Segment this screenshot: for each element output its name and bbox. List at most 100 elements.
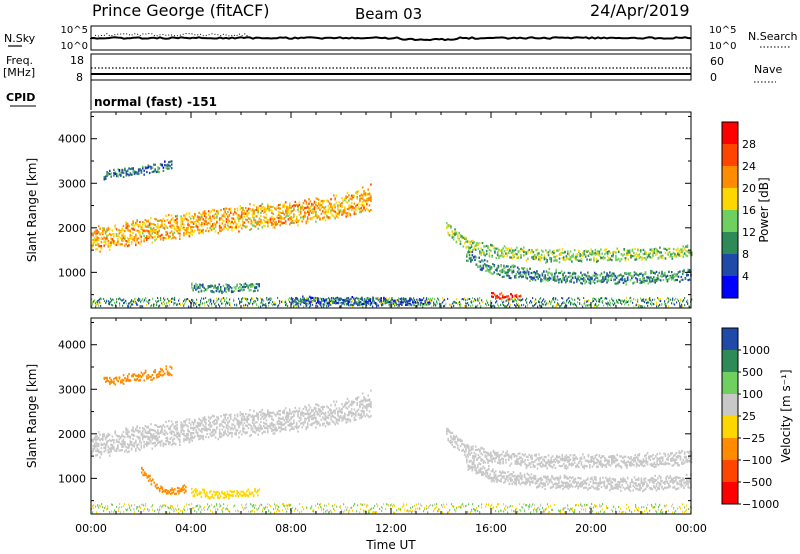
clutter-cell (470, 300, 472, 303)
clutter-cell (554, 301, 556, 304)
scatter-cell (505, 274, 508, 277)
clutter-cell (589, 304, 591, 307)
scatter-cell (139, 230, 141, 233)
scatter-cell (380, 297, 382, 300)
scatter-cell (271, 215, 273, 218)
scatter-cell (151, 434, 154, 437)
scatter-cell (177, 435, 180, 438)
scatter-cell (315, 302, 318, 305)
clutter-cell (106, 300, 108, 303)
scatter-cell (346, 303, 348, 306)
scatter-cell (610, 277, 612, 280)
scatter-cell (229, 413, 232, 416)
clutter-cell (326, 304, 328, 307)
scatter-cell (462, 236, 465, 239)
clutter-cell (291, 299, 293, 302)
scatter-cell (333, 298, 336, 301)
scatter-cell (243, 288, 245, 291)
scatter-cell (303, 297, 305, 300)
scatter-cell (519, 295, 522, 298)
scatter-cell (181, 426, 184, 429)
scatter-cell (170, 226, 173, 230)
scatter-cell (656, 251, 658, 255)
scatter-cell (447, 224, 449, 227)
scatter-cell (391, 298, 393, 301)
scatter-cell (187, 226, 189, 229)
scatter-cell (683, 270, 685, 273)
scatter-cell (580, 277, 582, 280)
scatter-cell (188, 421, 191, 424)
scatter-cell (113, 242, 115, 245)
scatter-cell (232, 222, 235, 225)
clutter-cell (586, 300, 588, 303)
scatter-cell (183, 228, 185, 231)
scatter-cell (228, 289, 230, 292)
scatter-cell (169, 221, 171, 224)
scatter-cell (154, 445, 156, 448)
scatter-cell (157, 431, 159, 434)
scatter-cell (155, 424, 158, 427)
scatter-cell (523, 270, 526, 273)
scatter-cell (656, 248, 658, 251)
scatter-cell (228, 208, 231, 211)
scatter-cell (234, 226, 236, 229)
scatter-cell (234, 417, 236, 420)
scatter-cell (205, 429, 207, 432)
scatter-cell (681, 270, 684, 273)
scatter-cell (495, 295, 497, 298)
scatter-cell (148, 430, 151, 433)
clutter-cell (363, 300, 365, 303)
scatter-cell (157, 223, 159, 226)
scatter-cell (104, 438, 107, 441)
scatter-cell (242, 412, 244, 416)
scatter-cell (194, 426, 196, 430)
scatter-cell (212, 225, 214, 228)
scatter-cell (364, 200, 367, 203)
scatter-cell (481, 251, 484, 254)
clutter-cell (289, 300, 291, 303)
clutter-cell (553, 298, 555, 301)
scatter-cell (469, 241, 471, 244)
scatter-cell (231, 229, 233, 232)
clutter-cell (394, 303, 396, 305)
scatter-cell (536, 271, 538, 274)
scatter-cell (670, 278, 673, 281)
scatter-cell (661, 275, 663, 278)
scatter-cell (300, 216, 302, 219)
scatter-cell (218, 227, 221, 230)
scatter-cell (451, 234, 454, 237)
scatter-cell (217, 416, 220, 419)
scatter-cell (452, 238, 455, 241)
scatter-cell (610, 274, 612, 277)
scatter-cell (626, 254, 628, 257)
scatter-cell (211, 284, 214, 287)
scatter-cell (516, 270, 519, 273)
scatter-cell (141, 224, 144, 227)
scatter-cell (170, 167, 173, 170)
clutter-cell (262, 304, 264, 307)
scatter-cell (240, 216, 243, 219)
cpid-panel: CPID normal (fast) -151 (6, 80, 217, 110)
scatter-cell (377, 299, 380, 302)
clutter-cell (628, 300, 630, 303)
scatter-cell (243, 421, 246, 424)
scatter-cell (527, 257, 529, 260)
scatter-cell (600, 272, 603, 275)
scatter-cell (183, 440, 185, 443)
clutter-cell (606, 302, 608, 305)
scatter-cell (617, 257, 620, 261)
clutter-cell (200, 299, 202, 302)
clutter-cell (101, 298, 103, 301)
beam-title: Beam 03 (355, 5, 422, 23)
scatter-cell (649, 248, 652, 251)
scatter-cell (165, 439, 167, 442)
power-scatter-cells (91, 160, 693, 308)
scatter-cell (114, 449, 116, 452)
scatter-cell (185, 232, 188, 235)
clutter-cell (285, 299, 287, 302)
clutter-cell (225, 303, 227, 306)
clutter-cell (479, 297, 481, 299)
scatter-cell (224, 215, 226, 218)
scatter-cell (107, 432, 110, 435)
scatter-cell (130, 235, 133, 238)
